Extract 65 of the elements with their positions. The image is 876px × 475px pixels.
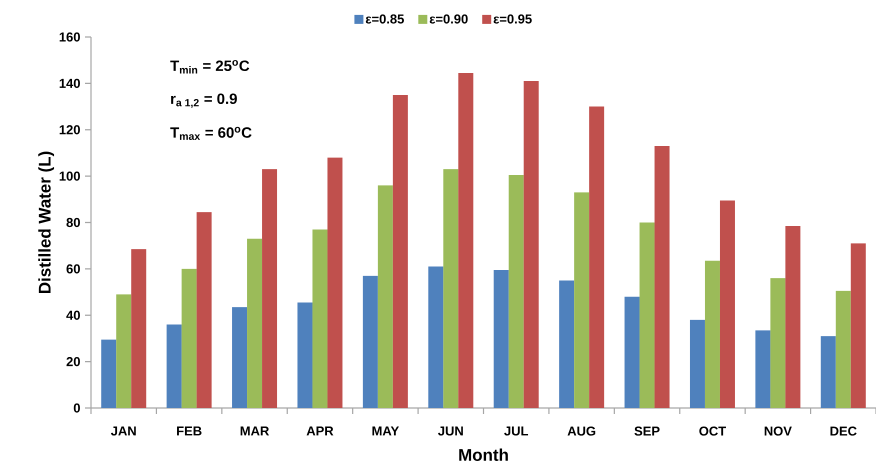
y-tick-label: 20 [66,357,80,366]
bar [720,200,735,408]
bar [327,158,342,408]
bar [182,268,197,408]
bar [690,320,705,408]
bar [494,270,509,408]
bar [589,106,604,408]
bar [443,169,458,408]
bar [428,266,444,408]
bar [196,212,212,408]
bar [624,296,640,408]
x-tick-label: JUL [504,426,528,436]
x-tick-label: JAN [110,426,136,436]
bar [101,340,116,408]
x-tick-label: SEP [634,426,660,436]
y-tick-label: 60 [66,264,80,274]
x-tick-label: OCT [699,426,726,436]
bar [247,238,262,408]
bar [312,229,328,408]
bar [704,260,720,408]
legend-label: ε=0.90 [430,14,468,24]
x-tick-label: AUG [568,426,596,436]
x-tick-label: FEB [177,426,202,436]
annotation: r$_{a 1,2}$ = 0.9 [171,93,237,108]
bar [378,185,393,408]
y-tick-label: 160 [60,32,80,42]
y-axis-title: Distilled Water (L) [38,152,54,294]
bar [640,222,655,408]
y-tick-label: 80 [66,218,80,228]
bar [654,146,670,408]
bar [524,81,539,408]
bar [850,243,866,408]
x-tick-label: JUN [438,426,463,436]
bar [574,192,590,408]
y-tick-label: 40 [66,310,80,320]
x-tick-label: MAY [372,426,399,436]
annotation: T$_{min}$ = 25$^{o}$C [170,60,250,74]
bar [508,174,524,408]
bar [262,169,278,408]
y-tick-label: 100 [60,172,80,181]
bar [820,336,836,408]
y-tick-label: 120 [60,125,80,134]
bar [131,249,146,408]
bar [785,226,800,408]
bar [166,324,182,408]
bar [116,294,132,408]
x-tick-label: MAR [240,426,270,436]
annotation: T$_{max}$ = 60$^{o}$C [170,126,252,140]
bar [836,290,851,408]
x-tick-label: APR [306,426,334,436]
bar [362,276,378,408]
bar [232,307,248,408]
bar [770,278,786,408]
y-tick-label: 140 [60,78,80,88]
bar [755,330,770,408]
bar [392,94,408,408]
x-axis-title: Month [459,448,508,461]
bar [458,72,474,408]
bar [297,302,312,408]
x-tick-label: NOV [764,426,792,436]
x-tick-label: DEC [830,426,857,436]
y-tick-label: 0 [74,403,80,413]
legend-label: ε=0.95 [494,14,532,24]
bar [559,280,574,408]
legend-label: ε=0.85 [366,14,404,24]
